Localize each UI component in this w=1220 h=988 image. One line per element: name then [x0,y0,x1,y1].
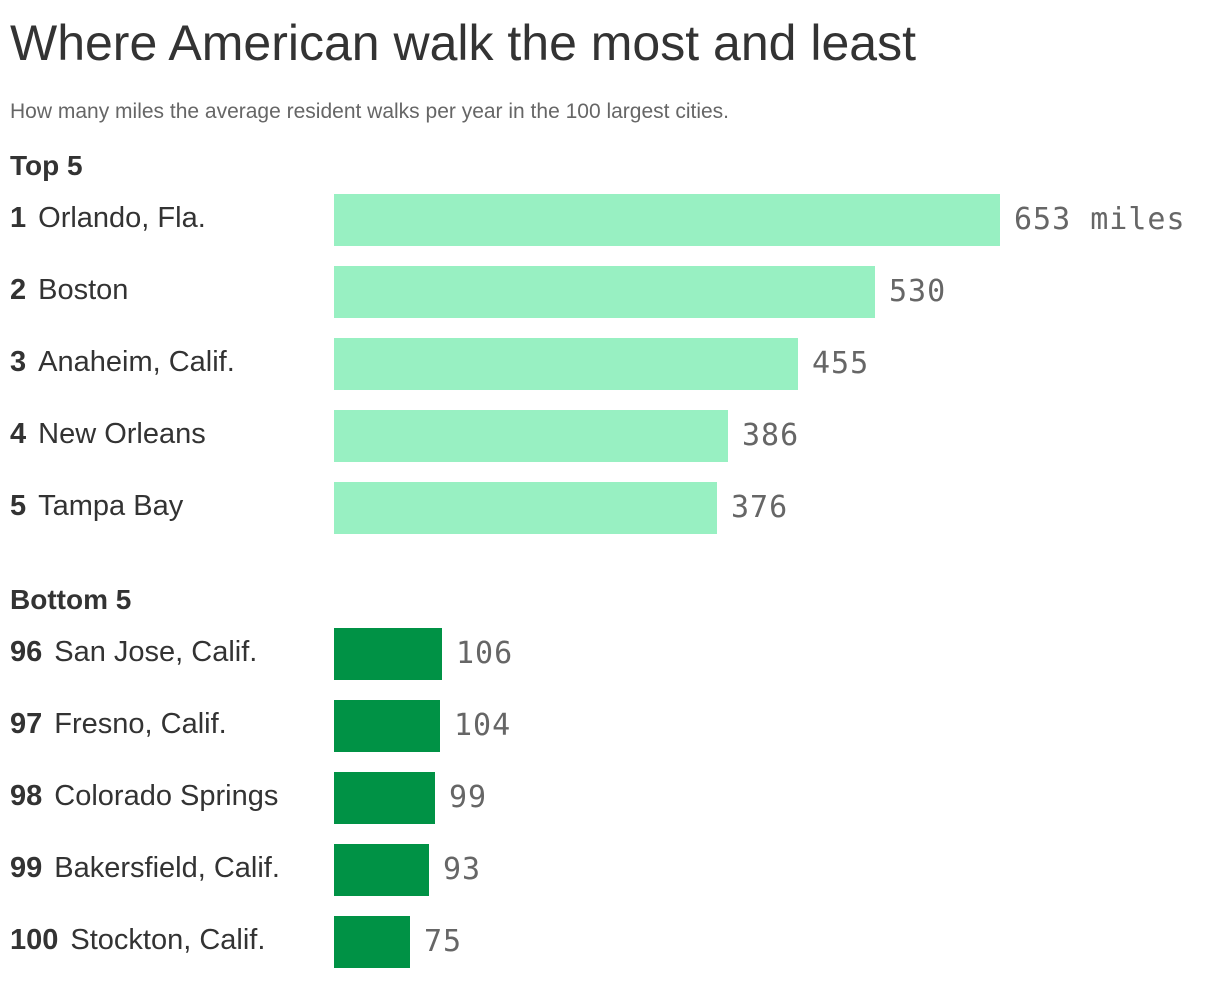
chart-title: Where American walk the most and least [10,15,916,71]
city-label: 1 Orlando, Fla. [10,194,332,246]
value-label: 386 [742,418,800,453]
top-5-section: Top 5 1 Orlando, Fla. 653 miles 2 Boston 530 3… [10,148,1215,554]
bar [334,700,440,752]
bar-row: 3 Anaheim, Calif. 455 [10,338,1215,390]
bar-row: 5 Tampa Bay 376 [10,482,1215,534]
city-label: 4 New Orleans [10,410,332,462]
city-name: Colorado Springs [54,780,279,812]
bar [334,338,798,390]
city-label: 96 San Jose, Calif. [10,628,332,680]
bar-row: 96 San Jose, Calif. 106 [10,628,1215,680]
city-name: Bakersfield, Calif. [54,852,280,884]
bar [334,844,429,896]
group-label-bottom: Bottom 5 [10,584,132,615]
city-name: Tampa Bay [38,490,184,522]
city-name: Fresno, Calif. [54,708,227,740]
bar-row: 98 Colorado Springs 99 [10,772,1215,824]
city-label: 98 Colorado Springs [10,772,332,824]
bar [334,266,875,318]
city-name: San Jose, Calif. [54,636,258,668]
value-label: 455 [812,346,870,381]
rank-label: 99 [10,852,43,884]
rank-label: 4 [10,418,27,450]
rank-label: 5 [10,490,27,522]
city-name: Anaheim, Calif. [38,346,235,378]
chart-subtitle: How many miles the average resident walk… [10,100,730,123]
value-label: 653 miles [1014,202,1186,237]
city-label: 3 Anaheim, Calif. [10,338,332,390]
city-label: 97 Fresno, Calif. [10,700,332,752]
bar [334,772,435,824]
city-label: 99 Bakersfield, Calif. [10,844,332,896]
bar [334,482,717,534]
rank-label: 98 [10,780,43,812]
group-label-top: Top 5 [10,150,83,181]
rank-label: 3 [10,346,27,378]
bar [334,194,1000,246]
city-label: 100 Stockton, Calif. [10,916,332,968]
bar [334,916,410,968]
value-label: 530 [889,274,947,309]
bar-row: 2 Boston 530 [10,266,1215,318]
city-name: Boston [38,274,129,306]
value-label: 75 [424,924,463,959]
city-name: Orlando, Fla. [38,202,206,234]
value-label: 93 [443,852,482,887]
value-label: 99 [449,780,488,815]
bar-row: 100 Stockton, Calif. 75 [10,916,1215,968]
value-label: 106 [456,636,514,671]
bar [334,410,728,462]
bar-row: 1 Orlando, Fla. 653 miles [10,194,1215,246]
bar [334,628,442,680]
top-5-rows: 1 Orlando, Fla. 653 miles 2 Boston 530 3 Anahei… [10,194,1215,534]
bottom-5-rows: 96 San Jose, Calif. 106 97 Fresno, Calif. 104… [10,628,1215,968]
bar-row: 4 New Orleans 386 [10,410,1215,462]
city-label: 2 Boston [10,266,332,318]
value-label: 104 [454,708,512,743]
bottom-5-section: Bottom 5 96 San Jose, Calif. 106 97 Fresno, … [10,582,1215,988]
bar-row: 99 Bakersfield, Calif. 93 [10,844,1215,896]
rank-label: 1 [10,202,27,234]
value-label: 376 [731,490,789,525]
rank-label: 2 [10,274,27,306]
rank-label: 100 [10,924,59,956]
city-name: New Orleans [38,418,206,450]
city-name: Stockton, Calif. [70,924,266,956]
city-label: 5 Tampa Bay [10,482,332,534]
rank-label: 97 [10,708,43,740]
bar-row: 97 Fresno, Calif. 104 [10,700,1215,752]
rank-label: 96 [10,636,43,668]
